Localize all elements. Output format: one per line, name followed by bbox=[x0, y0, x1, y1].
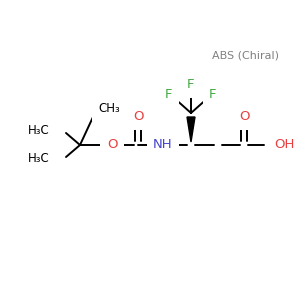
Text: O: O bbox=[239, 110, 249, 124]
Text: O: O bbox=[107, 139, 117, 152]
Text: H₃C: H₃C bbox=[28, 124, 50, 137]
Polygon shape bbox=[187, 117, 195, 142]
Text: F: F bbox=[209, 88, 217, 101]
Text: F: F bbox=[165, 88, 173, 101]
Text: ABS (Chiral): ABS (Chiral) bbox=[212, 50, 278, 60]
Text: H₃C: H₃C bbox=[28, 152, 50, 166]
Text: NH: NH bbox=[153, 139, 173, 152]
Text: CH₃: CH₃ bbox=[98, 102, 120, 115]
Text: O: O bbox=[133, 110, 143, 124]
Text: F: F bbox=[187, 79, 195, 92]
Text: OH: OH bbox=[274, 139, 294, 152]
